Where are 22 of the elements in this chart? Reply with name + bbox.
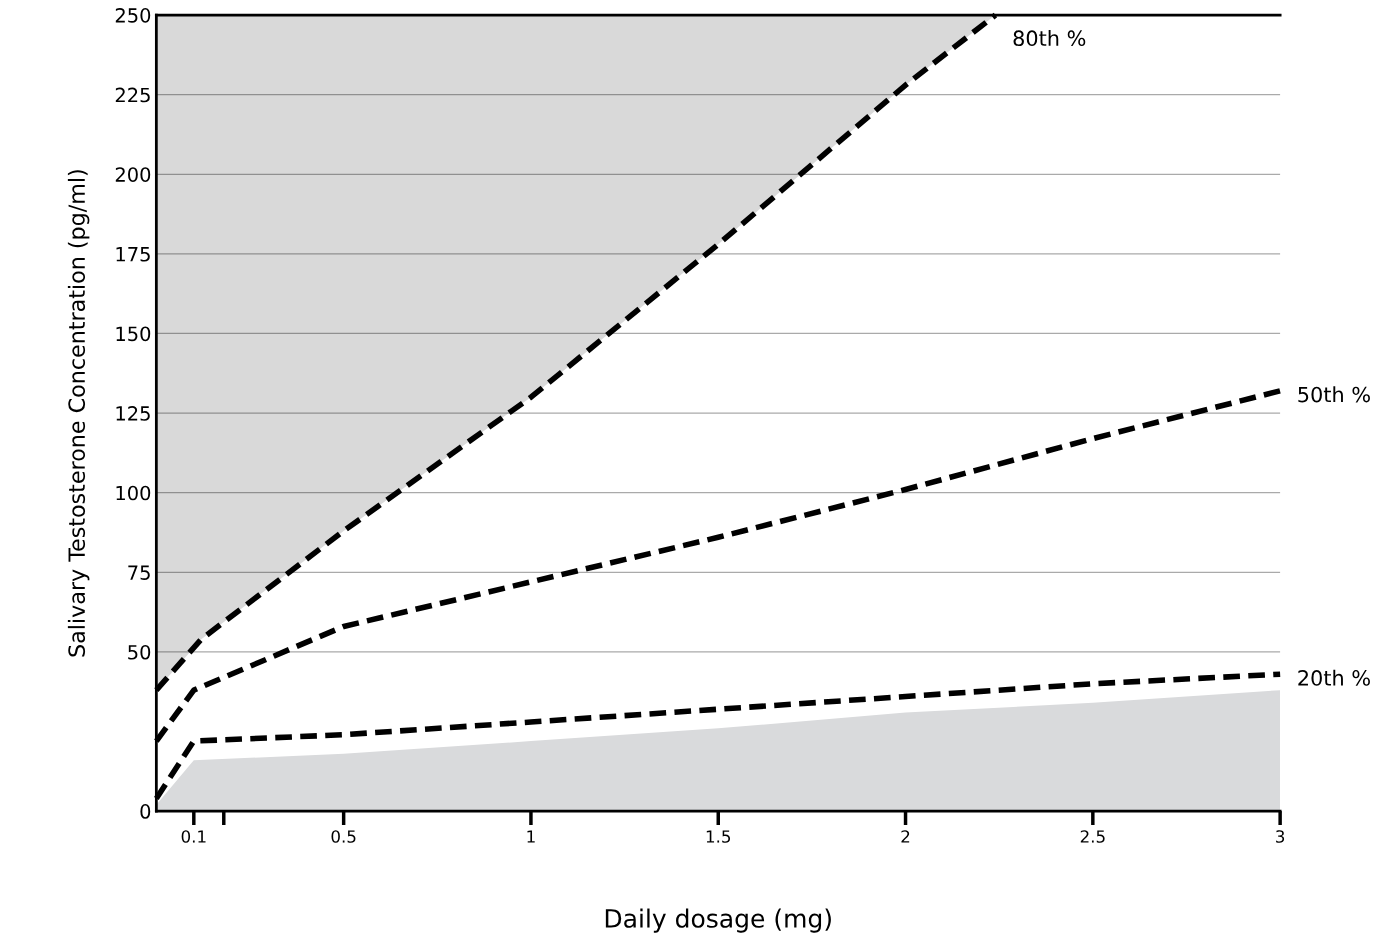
series-label: 80th % xyxy=(1013,29,1086,47)
y-tick-label: 75 xyxy=(128,565,150,580)
y-tick-label: 50 xyxy=(128,644,151,660)
y-axis-title: Salivary Testosterone Concentration (pg/ml) xyxy=(67,170,90,657)
x-tick-label: 2 xyxy=(901,830,910,843)
y-tick-label: 100 xyxy=(116,485,151,501)
x-tick-label: 0.5 xyxy=(331,830,356,843)
x-tick-label: 1.5 xyxy=(706,830,731,843)
series-label: 50th % xyxy=(1298,386,1370,403)
y-tick-label: 250 xyxy=(115,8,151,23)
y-tick-label: 0 xyxy=(140,804,151,819)
y-tick-label: 200 xyxy=(115,167,151,182)
x-tick-label: 2.5 xyxy=(1080,830,1105,843)
series-label: 20th % xyxy=(1298,669,1370,686)
y-tick-label: 150 xyxy=(116,326,151,342)
x-tick-label: 0.1 xyxy=(181,830,206,843)
x-axis-title: Daily dosage (mg) xyxy=(605,908,831,933)
y-tick-label: 175 xyxy=(116,247,150,262)
x-tick-label: 3 xyxy=(1276,830,1285,843)
y-tick-label: 225 xyxy=(115,87,150,103)
x-tick-label: 1 xyxy=(527,830,535,843)
y-tick-label: 125 xyxy=(116,406,150,421)
